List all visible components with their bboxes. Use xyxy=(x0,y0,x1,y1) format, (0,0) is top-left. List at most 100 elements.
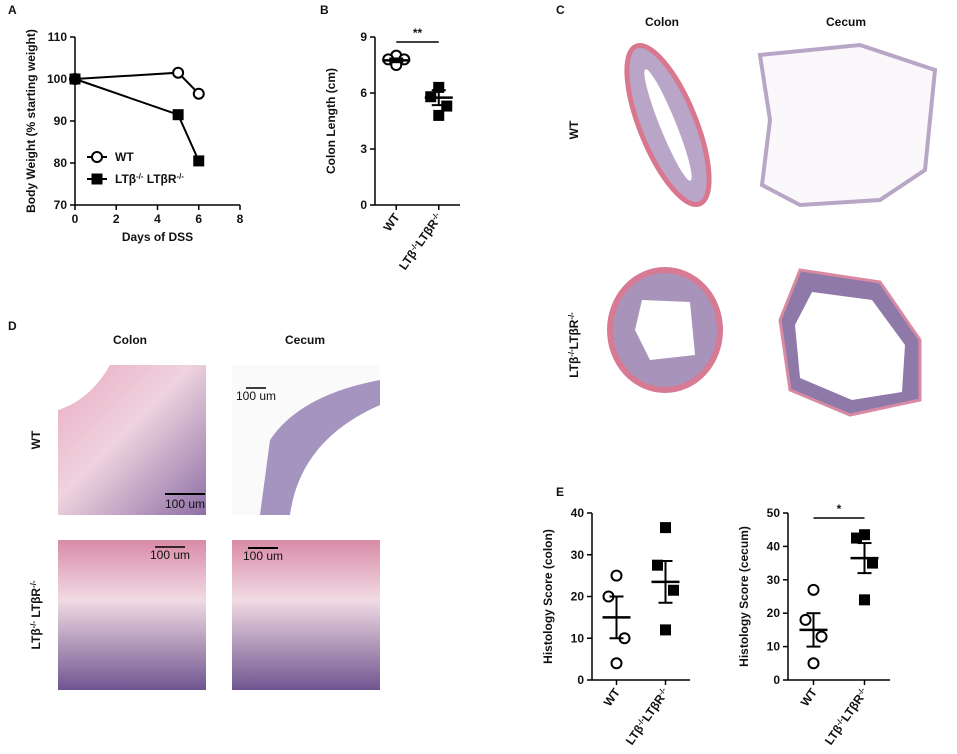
legend-marker xyxy=(91,151,103,163)
x-tick-label: LTβ-/-LTβR-/- xyxy=(622,685,672,747)
marker xyxy=(433,81,445,93)
y-tick-label: 80 xyxy=(54,156,68,170)
y-axis-label: Body Weight (% starting weight) xyxy=(24,29,38,213)
text-part: LTβR xyxy=(143,172,176,186)
y-tick-label: 9 xyxy=(360,30,367,44)
y-tick-label: 90 xyxy=(54,114,68,128)
histology-images-d xyxy=(58,365,380,690)
text-part: 30 xyxy=(767,573,781,587)
legend-marker xyxy=(91,173,103,185)
text-part: LTβR xyxy=(639,691,668,724)
text-part: 6 xyxy=(360,86,367,100)
x-tick-label: 8 xyxy=(237,212,244,226)
y-tick-label: 0 xyxy=(577,673,584,687)
y-tick-label: 6 xyxy=(360,86,367,100)
marker xyxy=(668,584,679,596)
scale-label: 100 um xyxy=(165,497,205,511)
text-part: -/- xyxy=(136,172,144,181)
y-tick-label: 0 xyxy=(360,198,367,212)
text-part: Cecum xyxy=(285,333,325,347)
text-part: LTβR xyxy=(567,319,581,349)
scale-label: 100 um xyxy=(150,548,190,562)
text-part: Colon Length (cm) xyxy=(324,68,338,174)
significance-label: ** xyxy=(413,26,423,40)
row-label: WT xyxy=(567,120,581,139)
histology-images-c xyxy=(607,42,938,417)
marker xyxy=(610,657,623,670)
text-part: 20 xyxy=(767,606,781,620)
column-label: Cecum xyxy=(826,15,866,29)
panel-letter: B xyxy=(320,3,329,17)
text-part: -/- xyxy=(429,210,441,222)
y-tick-label: 10 xyxy=(767,640,781,654)
tissue-image xyxy=(58,540,206,690)
marker xyxy=(799,613,812,626)
y-tick-label: 20 xyxy=(571,590,585,604)
text-part: 30 xyxy=(571,548,585,562)
column-label: Colon xyxy=(645,15,679,29)
y-tick-label: 50 xyxy=(767,506,781,520)
marker xyxy=(193,155,205,167)
y-tick-label: 70 xyxy=(54,198,68,212)
text-part: Days of DSS xyxy=(122,230,193,244)
text-part: Body Weight (% starting weight) xyxy=(24,29,38,213)
text-part: D xyxy=(8,319,17,333)
text-part: LTβ xyxy=(115,172,136,186)
text-part: B xyxy=(320,3,329,17)
y-axis-label: Histology Score (cecum) xyxy=(737,526,751,667)
text-part: WT xyxy=(798,685,821,709)
tissue-image xyxy=(232,540,380,690)
text-part: 0 xyxy=(577,673,584,687)
marker xyxy=(815,630,828,643)
y-tick-label: 110 xyxy=(48,30,68,44)
text-part: -/- xyxy=(177,172,185,181)
text-part: E xyxy=(556,485,564,499)
y-tick-label: 3 xyxy=(360,142,367,156)
text-part: LTβ xyxy=(567,357,581,378)
column-label: Cecum xyxy=(285,333,325,347)
x-axis-label: Days of DSS xyxy=(122,230,193,244)
x-tick-label: 6 xyxy=(195,212,202,226)
marker xyxy=(433,109,445,121)
text-part: Histology Score (colon) xyxy=(541,529,555,664)
text-part: 100 xyxy=(47,72,67,86)
significance-label: * xyxy=(837,502,842,516)
x-tick-label: 0 xyxy=(72,212,79,226)
text-part: 100 um xyxy=(236,389,276,403)
text-part: -/- xyxy=(408,240,420,252)
marker xyxy=(807,657,820,670)
panel-letter: A xyxy=(8,3,17,17)
x-tick-label: 4 xyxy=(154,212,161,226)
marker xyxy=(867,557,878,569)
text-part: 50 xyxy=(767,506,781,520)
scale-label: 100 um xyxy=(243,549,283,563)
text-part: -/- xyxy=(567,349,576,357)
text-part: -/- xyxy=(567,312,576,320)
text-part: LTβR xyxy=(412,216,441,249)
text-part: 4 xyxy=(154,212,161,226)
text-part: LTβ xyxy=(822,722,846,747)
marker xyxy=(172,66,185,79)
text-part: -/- xyxy=(29,621,38,629)
text-part: 100 um xyxy=(243,549,283,563)
text-part: WT xyxy=(601,685,624,709)
panel-letter: C xyxy=(556,3,565,17)
marker xyxy=(859,529,870,541)
text-part: Histology Score (cecum) xyxy=(737,526,751,667)
tissue xyxy=(757,42,938,208)
text-part: LTβR xyxy=(29,588,43,621)
marker xyxy=(192,87,205,100)
x-tick-label: WT xyxy=(381,210,404,234)
y-tick-label: 30 xyxy=(571,548,585,562)
x-tick-label: LTβ-/-LTβR-/- xyxy=(821,685,871,747)
x-tick-label: LTβ-/-LTβR-/- xyxy=(396,210,446,272)
x-tick-label: WT xyxy=(798,685,821,709)
text-part: 90 xyxy=(54,114,68,128)
text-part: 6 xyxy=(195,212,202,226)
text-part: C xyxy=(556,3,565,17)
text-part: LTβ xyxy=(396,247,420,272)
legend-label: LTβ-/- LTβR-/- xyxy=(115,172,184,187)
text-part: 9 xyxy=(360,30,367,44)
text-part: -/- xyxy=(855,685,867,697)
